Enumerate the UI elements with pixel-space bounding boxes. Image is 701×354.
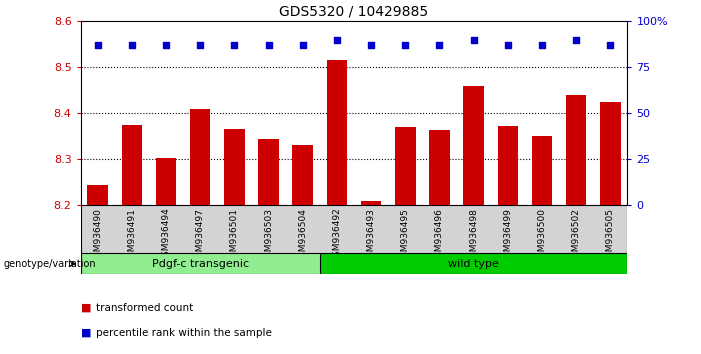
Text: GSM936492: GSM936492 — [332, 208, 341, 262]
Text: GSM936496: GSM936496 — [435, 208, 444, 263]
Point — [365, 42, 376, 48]
Bar — [156, 158, 176, 205]
Point — [468, 37, 479, 42]
Bar — [566, 95, 586, 205]
Bar — [258, 138, 279, 205]
FancyBboxPatch shape — [81, 205, 627, 253]
Point — [400, 42, 411, 48]
Text: transformed count: transformed count — [96, 303, 193, 313]
Point — [92, 42, 103, 48]
Text: ■: ■ — [81, 303, 91, 313]
Bar — [224, 129, 245, 205]
Title: GDS5320 / 10429885: GDS5320 / 10429885 — [280, 5, 428, 19]
Bar — [292, 145, 313, 205]
Bar — [429, 130, 450, 205]
Text: GSM936501: GSM936501 — [230, 208, 239, 263]
Text: GSM936490: GSM936490 — [93, 208, 102, 263]
Point — [229, 42, 240, 48]
Point — [161, 42, 172, 48]
Point — [605, 42, 616, 48]
Point — [332, 37, 343, 42]
Text: GSM936499: GSM936499 — [503, 208, 512, 263]
Text: GSM936502: GSM936502 — [571, 208, 580, 263]
Bar — [463, 86, 484, 205]
Text: GSM936505: GSM936505 — [606, 208, 615, 263]
Text: GSM936504: GSM936504 — [298, 208, 307, 263]
Text: GSM936497: GSM936497 — [196, 208, 205, 263]
Text: GSM936494: GSM936494 — [161, 208, 170, 262]
Bar — [361, 201, 381, 205]
Text: ■: ■ — [81, 328, 91, 338]
Text: GSM936500: GSM936500 — [538, 208, 547, 263]
Text: wild type: wild type — [448, 259, 499, 269]
FancyBboxPatch shape — [320, 253, 627, 274]
Point — [263, 42, 274, 48]
Point — [195, 42, 206, 48]
Bar — [498, 126, 518, 205]
Bar — [122, 125, 142, 205]
Bar — [600, 102, 620, 205]
Bar — [327, 60, 347, 205]
FancyBboxPatch shape — [81, 253, 320, 274]
Point — [502, 42, 513, 48]
Text: GSM936491: GSM936491 — [128, 208, 137, 263]
Text: GSM936503: GSM936503 — [264, 208, 273, 263]
Bar — [395, 127, 416, 205]
Point — [126, 42, 137, 48]
Point — [434, 42, 445, 48]
Point — [536, 42, 547, 48]
Bar — [531, 136, 552, 205]
Point — [297, 42, 308, 48]
Point — [571, 37, 582, 42]
Text: GSM936498: GSM936498 — [469, 208, 478, 263]
Text: percentile rank within the sample: percentile rank within the sample — [96, 328, 272, 338]
Text: GSM936493: GSM936493 — [367, 208, 376, 263]
Text: genotype/variation: genotype/variation — [4, 259, 96, 269]
Text: GSM936495: GSM936495 — [401, 208, 410, 263]
Bar — [190, 109, 210, 205]
Bar — [88, 185, 108, 205]
Text: Pdgf-c transgenic: Pdgf-c transgenic — [151, 259, 249, 269]
